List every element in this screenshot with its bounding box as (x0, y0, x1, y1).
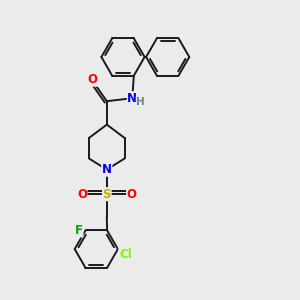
Text: Cl: Cl (119, 248, 132, 261)
Text: H: H (136, 97, 145, 107)
Text: O: O (127, 188, 137, 201)
Text: N: N (102, 163, 112, 176)
Text: F: F (75, 224, 83, 237)
Text: O: O (77, 188, 87, 201)
Text: O: O (88, 73, 98, 86)
Text: S: S (103, 188, 111, 201)
Text: N: N (127, 92, 137, 105)
